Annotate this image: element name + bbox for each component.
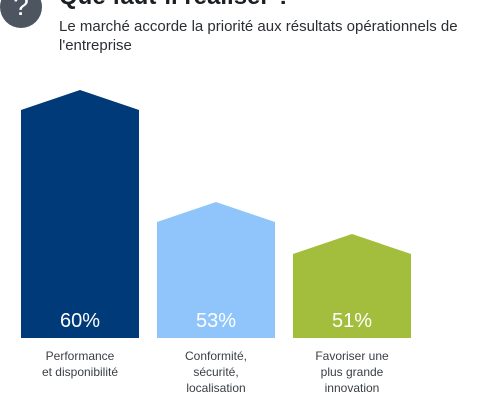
bar-group: 51% Favoriser une plus grande innovation <box>293 234 411 395</box>
bar-group: 60% Performance et disponibilité <box>21 90 139 379</box>
bar-value-label: 60% <box>60 310 100 332</box>
bar-group: 53% Conformité, sécurité, localisation <box>157 202 275 395</box>
bar-value-label: 53% <box>196 310 236 332</box>
bar <box>21 90 139 338</box>
page-subtitle: Le marché accorde la priorité aux résult… <box>59 18 458 54</box>
bar <box>293 234 411 338</box>
page-title: Que faut-il réaliser ? <box>59 0 291 11</box>
bar <box>157 202 275 338</box>
question-icon: ? <box>0 0 42 28</box>
category-label: Performance et disponibilité <box>42 349 118 379</box>
category-label: Conformité, sécurité, localisation <box>185 349 247 395</box>
bar-value-label: 51% <box>332 310 372 332</box>
category-label: Favoriser une plus grande innovation <box>315 349 389 395</box>
